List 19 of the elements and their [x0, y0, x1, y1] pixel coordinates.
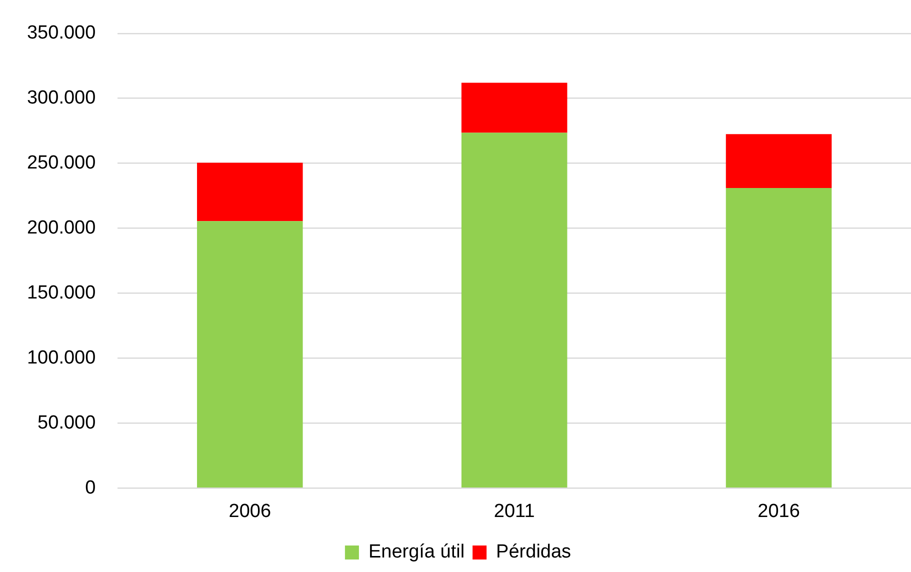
legend-label: Energía útil: [368, 542, 465, 563]
legend-label: Pérdidas: [496, 542, 572, 563]
y-tick-label: 200.000: [26, 218, 96, 239]
y-tick-label: 100.000: [26, 347, 96, 368]
bar: [197, 221, 303, 488]
x-tick-label: 2006: [228, 500, 272, 522]
bar: [726, 188, 832, 488]
y-tick-label: 50.000: [38, 412, 96, 434]
y-tick-label: 300.000: [26, 88, 96, 109]
y-tick-label: 250.000: [26, 152, 96, 174]
x-tick-label: 2011: [494, 500, 535, 522]
y-tick-label: 350.000: [26, 22, 96, 44]
y-tick-label: 150.000: [26, 282, 96, 304]
y-tick-label: 0: [85, 477, 96, 498]
x-tick-label: 2016: [758, 500, 800, 522]
bar: [726, 134, 832, 188]
bar: [461, 132, 568, 488]
bar: [461, 82, 568, 133]
bar: [197, 162, 303, 222]
